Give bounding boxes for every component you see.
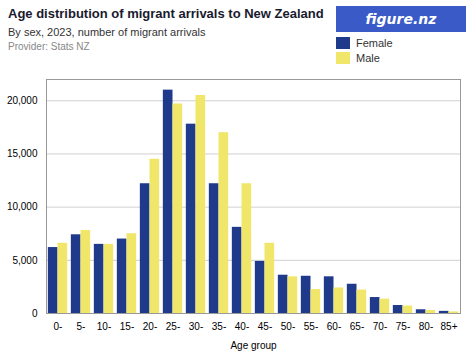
svg-text:20,000: 20,000 bbox=[7, 95, 38, 106]
svg-text:0-: 0- bbox=[54, 321, 63, 332]
svg-text:55-: 55- bbox=[304, 321, 318, 332]
svg-text:50-: 50- bbox=[281, 321, 295, 332]
svg-text:80-: 80- bbox=[419, 321, 433, 332]
svg-text:35-: 35- bbox=[212, 321, 226, 332]
svg-text:5,000: 5,000 bbox=[12, 255, 37, 266]
svg-text:25-: 25- bbox=[166, 321, 180, 332]
svg-text:15,000: 15,000 bbox=[7, 148, 38, 159]
svg-text:30-: 30- bbox=[189, 321, 203, 332]
html-text:Age distribution of migrant ar: Age distribution of migrant arrivals to … bbox=[8, 6, 324, 21]
svg-text:10-: 10- bbox=[97, 321, 111, 332]
svg-text:40-: 40- bbox=[235, 321, 249, 332]
svg-text:10,000: 10,000 bbox=[7, 201, 38, 212]
html-text:Female: Female bbox=[356, 37, 393, 49]
svg-text:15-: 15- bbox=[120, 321, 134, 332]
svg-text:5-: 5- bbox=[77, 321, 86, 332]
svg-text:45-: 45- bbox=[258, 321, 272, 332]
svg-text:0: 0 bbox=[32, 308, 38, 319]
svg-text:Age group: Age group bbox=[230, 340, 277, 351]
html-text:By sex, 2023, number of migran: By sex, 2023, number of migrant arrivals bbox=[8, 25, 206, 38]
svg-text:20-: 20- bbox=[143, 321, 157, 332]
svg-text:75-: 75- bbox=[396, 321, 410, 332]
svg-text:70-: 70- bbox=[373, 321, 387, 332]
html-text:figure.nz: figure.nz bbox=[365, 11, 437, 27]
html-text:Male: Male bbox=[356, 52, 380, 64]
svg-text:65-: 65- bbox=[350, 321, 364, 332]
svg-text:60-: 60- bbox=[327, 321, 341, 332]
html-text:Provider: Stats NZ: Provider: Stats NZ bbox=[8, 40, 90, 52]
svg-text:85+: 85+ bbox=[441, 321, 458, 332]
